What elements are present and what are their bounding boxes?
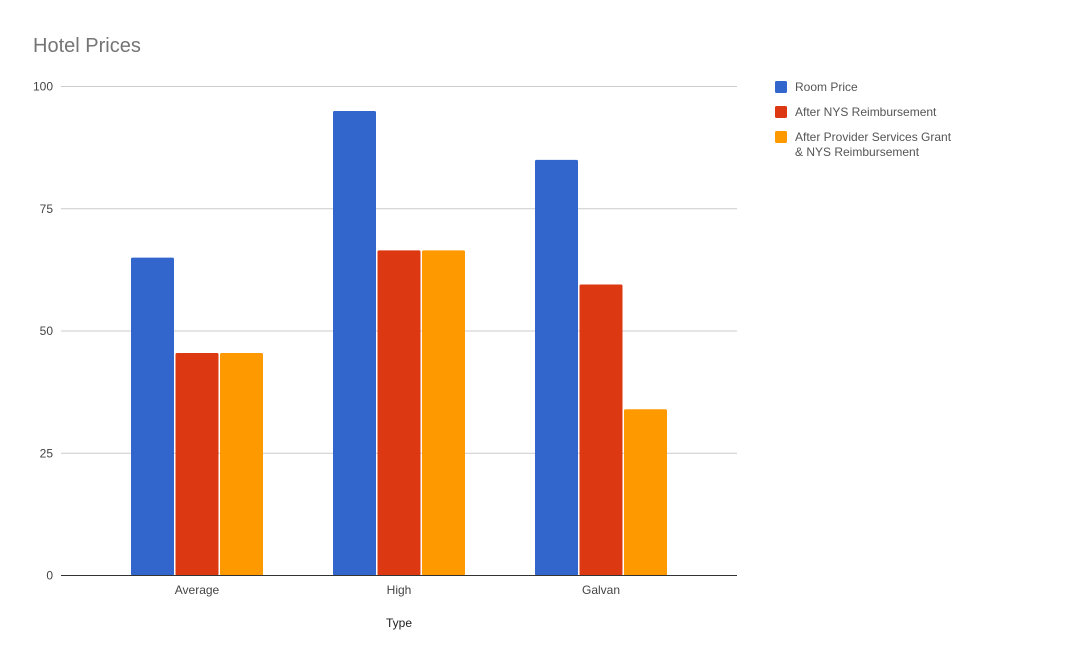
bar-average-series-3 [220,353,263,576]
y-tick-label: 100 [33,80,53,94]
bar-galvan-series-3 [624,409,667,576]
y-axis-ticks: 0 25 50 75 100 [33,80,53,583]
bar-galvan-series-2 [579,284,623,576]
y-tick-label: 0 [46,569,53,583]
y-tick-label: 50 [40,324,54,338]
bar-high-series-2 [377,250,421,576]
legend-label-series-3: After Provider Services Grant [795,130,952,144]
bars [131,110,667,576]
y-tick-label: 25 [40,446,54,460]
bar-galvan-series-1 [535,159,578,576]
bar-high-series-1 [333,110,376,576]
x-tick-label: Average [175,583,220,597]
bar-high-series-3 [422,250,465,576]
legend-swatch-series-3 [775,131,787,143]
legend-label-series-1: Room Price [795,80,858,94]
bar-average-series-1 [131,257,174,576]
legend-label-series-3: & NYS Reimbursement [795,145,920,159]
x-axis-ticks: Average High Galvan [175,583,620,597]
chart-title: Hotel Prices [33,35,141,57]
y-tick-label: 75 [40,202,54,216]
legend-label-series-2: After NYS Reimbursement [795,105,937,119]
x-tick-label: Galvan [582,583,620,597]
x-tick-label: High [387,583,412,597]
legend-swatch-series-2 [775,106,787,118]
x-axis-title: Type [386,616,412,630]
legend: Room Price After NYS Reimbursement After P… [775,80,952,159]
bar-average-series-2 [175,353,219,576]
legend-swatch-series-1 [775,81,787,93]
